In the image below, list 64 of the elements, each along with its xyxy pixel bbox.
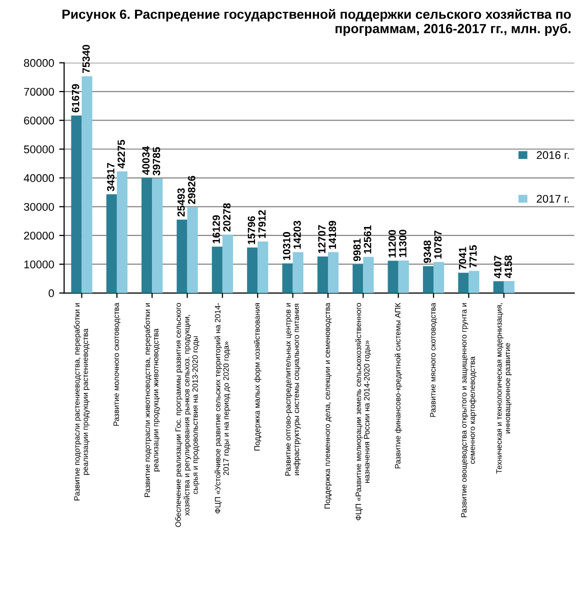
data-label: 75340 — [82, 44, 90, 73]
data-label: 9981 — [353, 238, 361, 262]
bar — [363, 256, 374, 294]
data-label: 25493 — [177, 188, 185, 217]
data-label: 9348 — [424, 240, 432, 263]
data-label: 10310 — [282, 232, 290, 260]
data-label: 29826 — [188, 176, 196, 204]
bar — [187, 207, 198, 294]
bar — [222, 234, 233, 294]
data-label: 14189 — [328, 220, 336, 249]
bar — [212, 246, 222, 294]
data-label: 10787 — [434, 230, 442, 259]
data-label: 20278 — [223, 203, 231, 232]
data-label: 11200 — [388, 230, 396, 258]
bar — [468, 270, 480, 294]
y-tick-label: 50000 — [24, 145, 54, 154]
bar — [176, 220, 188, 294]
bar — [317, 256, 328, 294]
y-tick-label: 20000 — [24, 232, 54, 240]
legend-label: 2017 г. — [536, 194, 569, 203]
bar — [422, 266, 434, 294]
bar — [493, 281, 504, 294]
bar — [247, 248, 258, 294]
bar — [328, 252, 339, 294]
chart-title: Рисунок 6. Распредение государственной поддержки сельского хозяйства по программам, 2016-2017 гг., млн. руб. — [62, 8, 571, 36]
data-label: 34317 — [107, 162, 114, 192]
bar — [458, 272, 469, 294]
data-label: 7041 — [458, 247, 466, 270]
data-label: 12561 — [364, 225, 372, 254]
y-tick-label: 70000 — [24, 88, 54, 96]
data-label: 39785 — [152, 147, 160, 176]
bar — [434, 262, 444, 294]
bar — [292, 252, 304, 294]
bar — [82, 76, 92, 294]
data-label: 40034 — [142, 146, 150, 175]
data-label: 12707 — [318, 225, 326, 254]
bar — [258, 241, 268, 294]
data-label: 14203 — [294, 220, 301, 249]
bar — [504, 281, 514, 294]
y-tick-label: 30000 — [24, 202, 54, 211]
y-tick-label: 80000 — [24, 59, 54, 67]
bar — [71, 116, 82, 294]
y-tick-label: 10000 — [24, 260, 54, 268]
data-label: 42275 — [118, 140, 125, 168]
bar — [352, 264, 364, 294]
data-label: 11300 — [399, 230, 406, 258]
y-tick-label: 40000 — [24, 174, 54, 182]
bar — [142, 178, 152, 294]
y-tick-label: 0 — [48, 289, 54, 298]
bar — [106, 194, 117, 294]
y-tick-label: 60000 — [24, 116, 54, 124]
bar — [152, 178, 163, 294]
legend-label: 2016 г. — [536, 151, 569, 160]
data-label: 17912 — [258, 210, 266, 238]
data-label: 61679 — [72, 84, 80, 112]
data-label: 4158 — [504, 255, 512, 278]
bar — [116, 171, 128, 294]
bar — [398, 260, 409, 294]
bar — [282, 263, 293, 294]
data-label: 15796 — [248, 216, 256, 244]
data-label: 4107 — [494, 256, 502, 278]
data-label: 16129 — [212, 215, 220, 244]
data-label: 7715 — [470, 245, 477, 268]
bar — [388, 260, 398, 294]
